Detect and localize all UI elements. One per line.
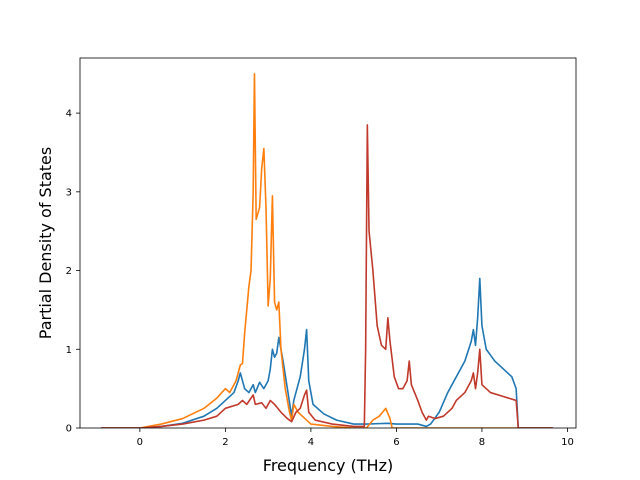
y-tick-label: 3 xyxy=(66,187,72,198)
y-tick-label: 4 xyxy=(66,109,72,120)
y-axis-ticks: 0 1 2 3 4 xyxy=(66,109,80,435)
y-tick-label: 1 xyxy=(66,345,72,356)
series-layer xyxy=(100,72,554,428)
series-line-3 xyxy=(100,124,554,428)
x-axis-label: Frequency (THz) xyxy=(263,456,393,475)
x-tick-label: 10 xyxy=(561,437,574,448)
series-line-1 xyxy=(100,277,554,428)
y-tick-label: 0 xyxy=(66,424,72,435)
x-tick-label: 0 xyxy=(137,437,143,448)
series-line-2 xyxy=(100,72,554,428)
x-tick-label: 6 xyxy=(393,437,399,448)
y-axis-label: Partial Density of States xyxy=(36,147,55,339)
x-tick-label: 8 xyxy=(479,437,485,448)
x-axis-ticks: 0 2 4 6 8 10 xyxy=(137,428,574,448)
x-tick-label: 2 xyxy=(222,437,228,448)
x-tick-label: 4 xyxy=(308,437,314,448)
plot-frame xyxy=(79,57,577,429)
y-tick-label: 2 xyxy=(66,266,72,277)
